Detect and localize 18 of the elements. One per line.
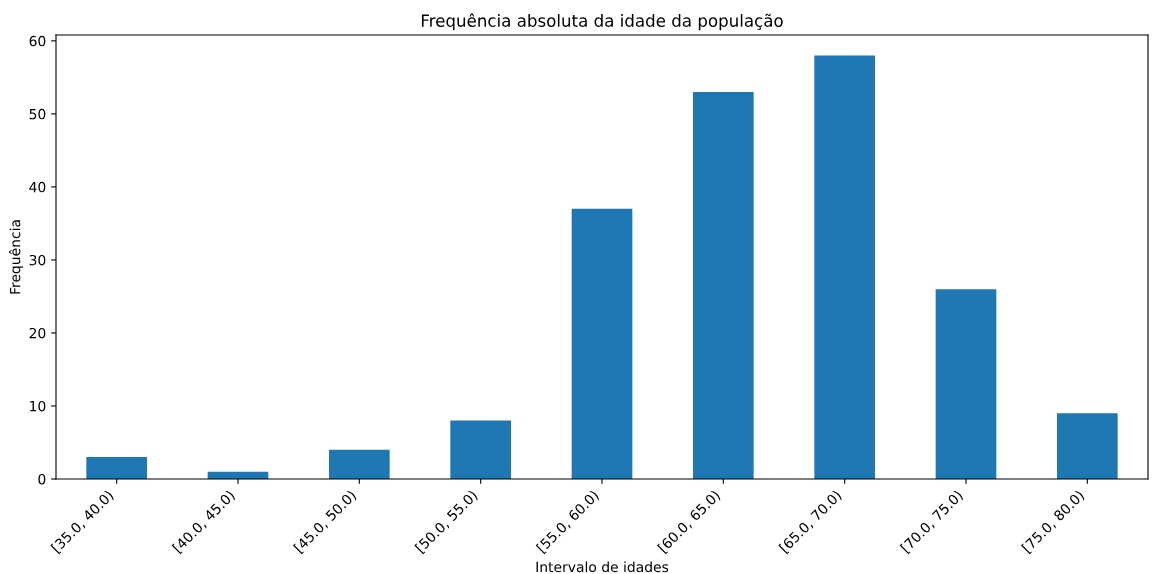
y-tick-label: 20: [29, 327, 46, 339]
y-tick-label: 60: [29, 35, 46, 47]
y-tick-label: 40: [29, 181, 46, 193]
y-axis-title: Frequência: [9, 220, 24, 294]
bar: [935, 289, 997, 479]
bar: [329, 449, 390, 479]
bar: [86, 457, 147, 479]
bar: [450, 420, 511, 479]
x-axis-title: Intervalo de idades: [536, 561, 669, 573]
bar: [693, 91, 754, 479]
y-tick-label: 30: [29, 254, 46, 266]
y-tick-label: 0: [38, 473, 46, 485]
y-tick-label: 50: [29, 108, 46, 120]
bar: [571, 208, 633, 479]
chart-title: Frequência absoluta da idade da população: [421, 13, 783, 31]
bar: [814, 55, 875, 479]
y-tick-label: 10: [30, 400, 46, 412]
bar: [1057, 413, 1118, 479]
